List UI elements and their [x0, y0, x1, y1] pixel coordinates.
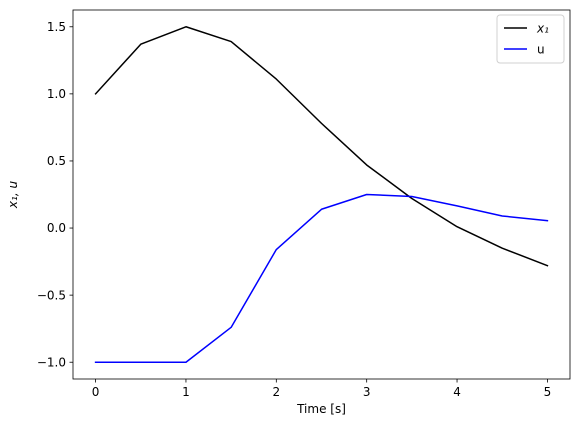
legend-label: x₁ — [536, 22, 549, 36]
y-tick-label: −0.5 — [37, 288, 66, 302]
y-axis-ticks: −1.0 −0.5 0.0 0.5 1.0 1.5 — [37, 20, 73, 369]
y-tick-label: 1.0 — [47, 87, 66, 101]
legend: x₁ u — [496, 14, 565, 64]
x-tick-label: 0 — [92, 385, 100, 399]
y-axis-label: x₁, u — [6, 181, 20, 210]
x-tick-label: 4 — [453, 385, 461, 399]
y-tick-label: 0.0 — [47, 221, 66, 235]
x-tick-label: 3 — [363, 385, 371, 399]
x-tick-label: 5 — [544, 385, 552, 399]
x-axis-label: Time [s] — [296, 402, 346, 416]
x-axis-ticks: 0 1 2 3 4 5 — [92, 379, 551, 399]
legend-label: u — [537, 43, 545, 57]
y-tick-label: −1.0 — [37, 355, 66, 369]
plot-frame — [72, 9, 571, 380]
legend-box — [496, 14, 565, 64]
x-tick-label: 2 — [272, 385, 280, 399]
series-line-u — [94, 193, 549, 363]
y-tick-label: 0.5 — [47, 154, 66, 168]
series-layer — [94, 26, 549, 363]
x-tick-label: 1 — [182, 385, 190, 399]
y-tick-label: 1.5 — [47, 20, 66, 34]
series-line-x1 — [94, 26, 549, 267]
